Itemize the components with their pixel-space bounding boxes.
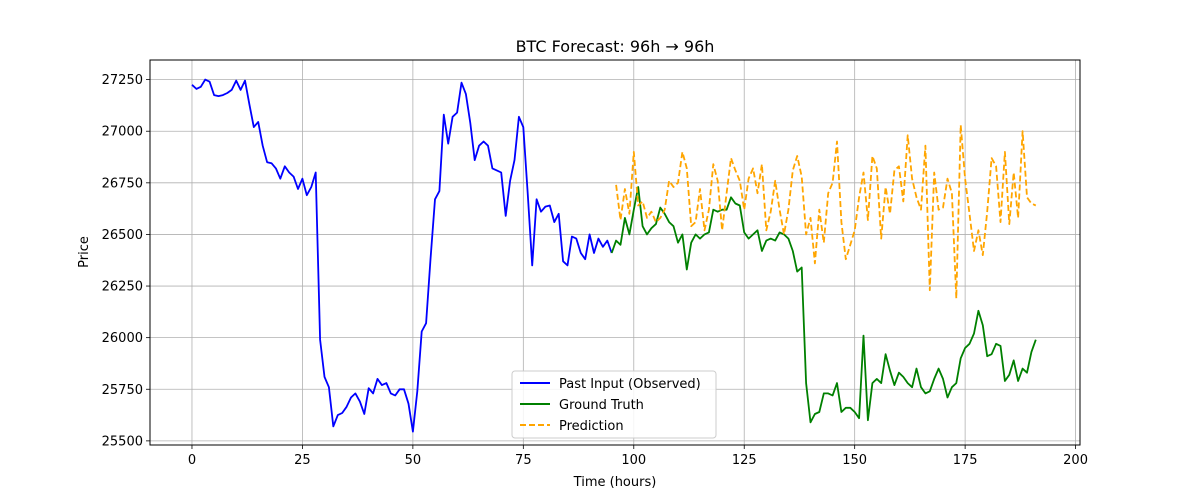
series-line-prediction bbox=[615, 124, 1037, 300]
y-tick-label: 26250 bbox=[102, 280, 143, 295]
y-tick-label: 27250 bbox=[102, 73, 143, 88]
x-tick-label: 125 bbox=[732, 453, 757, 468]
y-tick-label: 25750 bbox=[102, 383, 143, 398]
legend: Past Input (Observed) Ground Truth Predi… bbox=[511, 370, 717, 439]
x-axis-ticks: 0 25 50 75 100 125 150 175 200 bbox=[188, 445, 1088, 468]
y-tick-label: 25500 bbox=[102, 434, 143, 449]
x-tick-label: 100 bbox=[621, 453, 646, 468]
legend-label-past-input: Past Input (Observed) bbox=[559, 377, 701, 392]
legend-box bbox=[511, 370, 717, 439]
x-tick-label: 175 bbox=[953, 453, 978, 468]
series-line-ground-truth bbox=[610, 186, 1037, 424]
legend-label-ground-truth: Ground Truth bbox=[559, 398, 644, 413]
plot-frame bbox=[149, 59, 1081, 446]
legend-label-prediction: Prediction bbox=[559, 419, 624, 434]
x-tick-label: 150 bbox=[842, 453, 867, 468]
x-tick-label: 0 bbox=[188, 453, 196, 468]
chart-title: BTC Forecast: 96h → 96h bbox=[516, 37, 715, 56]
y-tick-label: 26750 bbox=[102, 176, 143, 191]
x-tick-label: 50 bbox=[405, 453, 422, 468]
series-line-past-input-observed bbox=[191, 78, 613, 433]
y-tick-label: 26000 bbox=[102, 331, 143, 346]
x-tick-label: 25 bbox=[294, 453, 311, 468]
x-axis-label: Time (hours) bbox=[573, 475, 657, 490]
y-axis-label: Price bbox=[77, 236, 92, 268]
y-axis-ticks: 25500 25750 26000 26250 26500 26750 27000 27250 bbox=[102, 73, 150, 449]
x-tick-label: 75 bbox=[515, 453, 532, 468]
y-tick-label: 26500 bbox=[102, 228, 143, 243]
y-tick-label: 27000 bbox=[102, 125, 143, 140]
series-layer bbox=[191, 78, 1037, 433]
x-tick-label: 200 bbox=[1063, 453, 1088, 468]
